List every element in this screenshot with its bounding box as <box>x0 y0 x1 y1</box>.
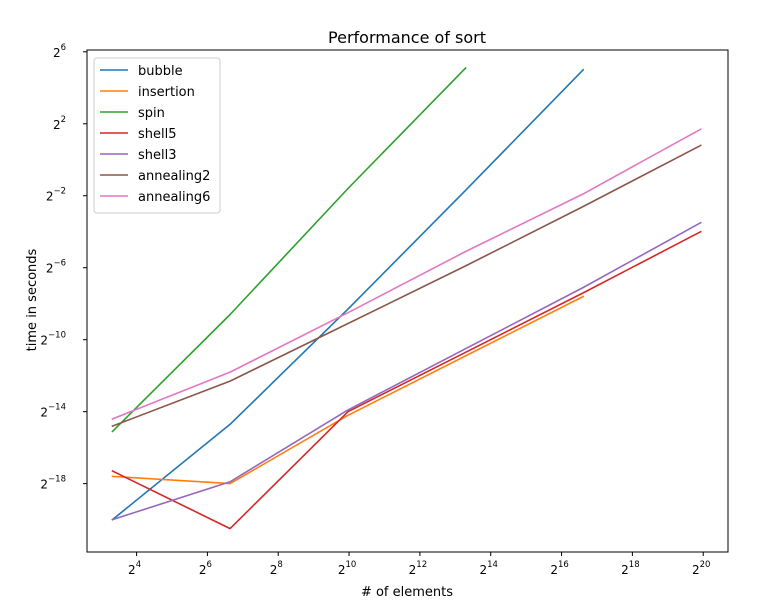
legend: bubble insertion spin shell5 shell3 annealing… <box>93 57 221 214</box>
x-tick-label: 214 <box>479 560 497 577</box>
y-tick-label: 2−18 <box>40 475 66 492</box>
y-tick-label: 2−2 <box>46 187 66 204</box>
series-line-annealing6 <box>111 128 702 420</box>
series-line-bubble <box>111 68 585 521</box>
series-line-annealing2 <box>111 144 702 428</box>
axis-ticks: 24 26 28 210 212 214 216 218 220 2−18 2−14 2−10 2−6 2… <box>40 43 710 577</box>
x-tick-label: 210 <box>338 560 356 577</box>
series-line-insertion <box>111 295 585 485</box>
x-tick-label: 24 <box>128 560 141 577</box>
y-tick-label: 2−10 <box>40 331 66 348</box>
x-axis-label: # of elements <box>361 585 453 600</box>
x-tick-label: 218 <box>621 560 639 577</box>
legend-label-shell5: shell5 <box>138 127 177 142</box>
legend-label-annealing2: annealing2 <box>138 169 210 184</box>
legend-label-bubble: bubble <box>138 64 183 79</box>
y-axis-label: time in seconds <box>25 248 40 351</box>
x-tick-label: 26 <box>199 560 212 577</box>
y-tick-label: 22 <box>53 115 66 132</box>
y-tick-label: 2−6 <box>46 259 66 276</box>
x-tick-label: 220 <box>692 560 710 577</box>
y-tick-label: 2−14 <box>40 403 66 420</box>
axes-frame <box>86 49 729 553</box>
series-line-shell5 <box>111 230 702 530</box>
y-tick-label: 26 <box>53 43 66 60</box>
legend-label-annealing6: annealing6 <box>138 190 210 205</box>
chart-title: Performance of sort <box>328 28 486 47</box>
x-tick-label: 28 <box>270 560 283 577</box>
legend-label-insertion: insertion <box>138 85 195 100</box>
x-tick-label: 212 <box>409 560 427 577</box>
series-line-spin <box>111 66 467 433</box>
x-tick-label: 216 <box>550 560 568 577</box>
plot-area <box>86 49 729 553</box>
series-line-shell3 <box>111 221 702 521</box>
legend-label-shell3: shell3 <box>138 148 177 163</box>
legend-label-spin: spin <box>138 106 165 121</box>
